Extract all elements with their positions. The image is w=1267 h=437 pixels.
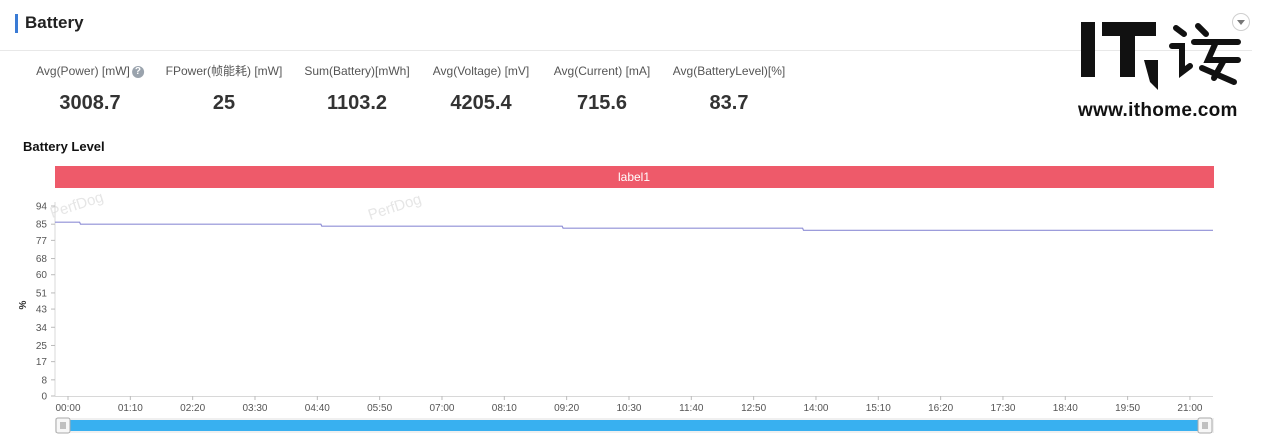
title-accent-bar (15, 14, 18, 33)
y-tick-label: 43 (36, 305, 48, 316)
stat-avg-voltage: Avg(Voltage) [mV] 4205.4 (433, 62, 530, 115)
x-tick-label: 03:30 (242, 403, 267, 414)
x-tick-label: 07:00 (429, 403, 454, 414)
y-tick-label: 34 (36, 323, 48, 334)
y-tick-label: 77 (36, 236, 48, 247)
y-axis-label: % (18, 300, 29, 309)
x-tick-label: 09:20 (554, 403, 579, 414)
x-tick-label: 14:00 (803, 403, 828, 414)
zoom-slider-range[interactable] (64, 420, 1206, 431)
stat-value: 83.7 (709, 92, 749, 114)
battery-level-series-line (55, 221, 1213, 231)
x-tick-label: 19:50 (1115, 403, 1140, 414)
question-icon[interactable]: ? (131, 65, 144, 78)
stat-value: 3008.7 (59, 92, 121, 114)
stat-label: Avg(Power) [mW] (36, 64, 130, 78)
chevron-down-icon (1237, 20, 1245, 25)
x-tick-label: 10:30 (616, 403, 641, 414)
stat-avg-current: Avg(Current) [mA] 715.6 (554, 62, 650, 115)
ithome-logo-icon (1081, 22, 1241, 90)
x-tick-label: 05:50 (367, 403, 392, 414)
panel-title: Battery (25, 13, 84, 32)
y-tick-label: 0 (41, 392, 47, 403)
stat-value: 715.6 (576, 92, 628, 114)
stat-label: Sum(Battery)[mWh] (304, 64, 410, 78)
stat-value: 25 (212, 92, 236, 114)
y-tick-label: 68 (36, 254, 48, 265)
stat-fpower: FPower(帧能耗) [mW] 25 (166, 62, 283, 115)
x-tick-label: 01:10 (118, 403, 143, 414)
y-tick-label: 17 (36, 357, 48, 368)
ithome-watermark-logo: www.ithome.com (1078, 20, 1248, 121)
chart-title: Battery Level (23, 139, 105, 154)
perfdog-watermark-text: PerfDog (366, 191, 424, 224)
x-tick-label: 15:10 (866, 403, 891, 414)
y-tick-label: 60 (36, 270, 48, 281)
battery-panel-header: Battery (0, 0, 1252, 51)
x-tick-label: 04:40 (305, 403, 330, 414)
y-tick-label: 25 (36, 341, 48, 352)
stats-row: Avg(Power) [mW]? 3008.7 FPower(帧能耗) [mW]… (0, 62, 820, 132)
y-tick-label: 85 (36, 220, 48, 231)
x-tick-label: 21:00 (1177, 403, 1202, 414)
x-tick-label: 11:40 (679, 403, 704, 414)
x-tick-label: 08:10 (492, 403, 517, 414)
x-tick-label: 17:30 (990, 403, 1015, 414)
x-tick-label: 00:00 (55, 403, 80, 414)
x-tick-label: 12:50 (741, 403, 766, 414)
collapse-toggle-button[interactable] (1232, 13, 1250, 31)
perfdog-watermark-text: PerfDog (48, 189, 106, 222)
stat-sum-battery: Sum(Battery)[mWh] 1103.2 (304, 62, 409, 115)
x-tick-label: 18:40 (1053, 403, 1078, 414)
label-band (55, 166, 1214, 188)
stat-avg-power: Avg(Power) [mW]? 3008.7 (36, 62, 144, 115)
stat-value: 1103.2 (326, 92, 388, 114)
x-tick-label: 16:20 (928, 403, 953, 414)
stat-label: Avg(Current) [mA] (553, 64, 651, 78)
stat-value: 4205.4 (450, 92, 512, 114)
y-tick-label: 8 (41, 375, 47, 386)
watermark-url: www.ithome.com (1078, 100, 1238, 121)
stat-label: FPower(帧能耗) [mW] (165, 64, 283, 78)
y-tick-label: 51 (36, 288, 48, 299)
label-band-text: label1 (618, 170, 650, 184)
x-tick-label: 02:20 (180, 403, 205, 414)
y-tick-label: 94 (36, 202, 48, 213)
stat-label: Avg(BatteryLevel)[%] (672, 64, 786, 78)
stat-avg-battery-level: Avg(BatteryLevel)[%] 83.7 (673, 62, 786, 115)
stat-label: Avg(Voltage) [mV] (432, 64, 530, 78)
